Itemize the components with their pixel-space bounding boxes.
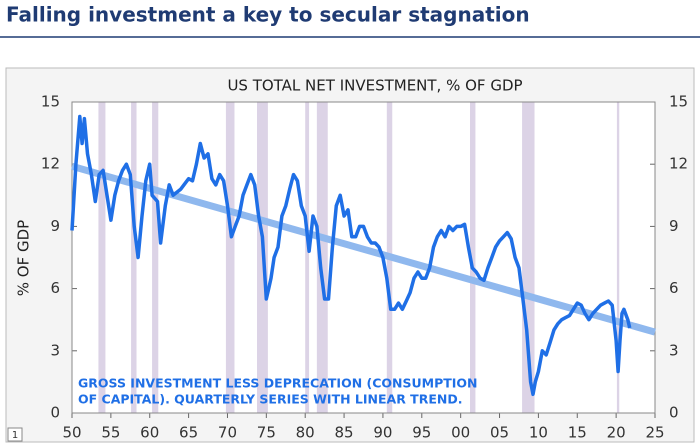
x-tick-label: 50 <box>62 424 81 442</box>
x-tick-label: 00 <box>451 424 470 442</box>
x-tick-label: 55 <box>101 424 120 442</box>
x-tick-label: 75 <box>257 424 276 442</box>
y-tick-label: 15 <box>41 93 60 111</box>
x-tick-label: 70 <box>218 424 237 442</box>
recession-band <box>131 102 137 413</box>
y-tick-label: 9 <box>50 217 60 235</box>
x-tick-label: 95 <box>412 424 431 442</box>
recession-band <box>305 102 310 413</box>
y-axis-label: % OF GDP <box>15 220 33 296</box>
annotation: GROSS INVESTMENT LESS DEPRECATION (CONSU… <box>78 376 478 391</box>
annotation: OF CAPITAL). QUARTERLY SERIES WITH LINEA… <box>78 392 462 407</box>
y2-tick-label: 12 <box>669 155 688 173</box>
x-tick-label: 15 <box>568 424 587 442</box>
y2-tick-label: 3 <box>669 341 679 359</box>
y-tick-label: 0 <box>50 404 60 422</box>
y-tick-label: 12 <box>41 155 60 173</box>
recession-band <box>98 102 106 413</box>
y2-tick-label: 9 <box>669 217 679 235</box>
x-tick-label: 20 <box>607 424 626 442</box>
x-tick-label: 85 <box>335 424 354 442</box>
x-tick-label: 05 <box>490 424 509 442</box>
recession-band <box>316 102 328 413</box>
y-tick-label: 6 <box>50 279 60 297</box>
y-tick-label: 3 <box>50 341 60 359</box>
page-title: Falling investment a key to secular stag… <box>6 3 530 27</box>
plot-border <box>71 101 656 414</box>
plot-area <box>72 102 655 413</box>
x-tick-label: 25 <box>645 424 664 442</box>
recession-band <box>225 102 235 413</box>
y2-tick-label: 15 <box>669 93 688 111</box>
page-number-box <box>7 427 23 442</box>
x-tick-label: 60 <box>140 424 159 442</box>
y2-tick-label: 0 <box>669 404 679 422</box>
x-tick-label: 90 <box>373 424 392 442</box>
chart-title: US TOTAL NET INVESTMENT, % OF GDP <box>227 77 522 95</box>
series-line <box>70 114 632 397</box>
recession-band <box>522 102 535 413</box>
y2-tick-label: 6 <box>669 279 679 297</box>
x-tick-label: 65 <box>179 424 198 442</box>
recession-band <box>152 102 159 413</box>
page-number: 1 <box>12 430 18 441</box>
recession-band <box>616 102 620 413</box>
x-tick-label: 10 <box>529 424 548 442</box>
recession-band <box>469 102 476 413</box>
x-tick-label: 80 <box>296 424 315 442</box>
